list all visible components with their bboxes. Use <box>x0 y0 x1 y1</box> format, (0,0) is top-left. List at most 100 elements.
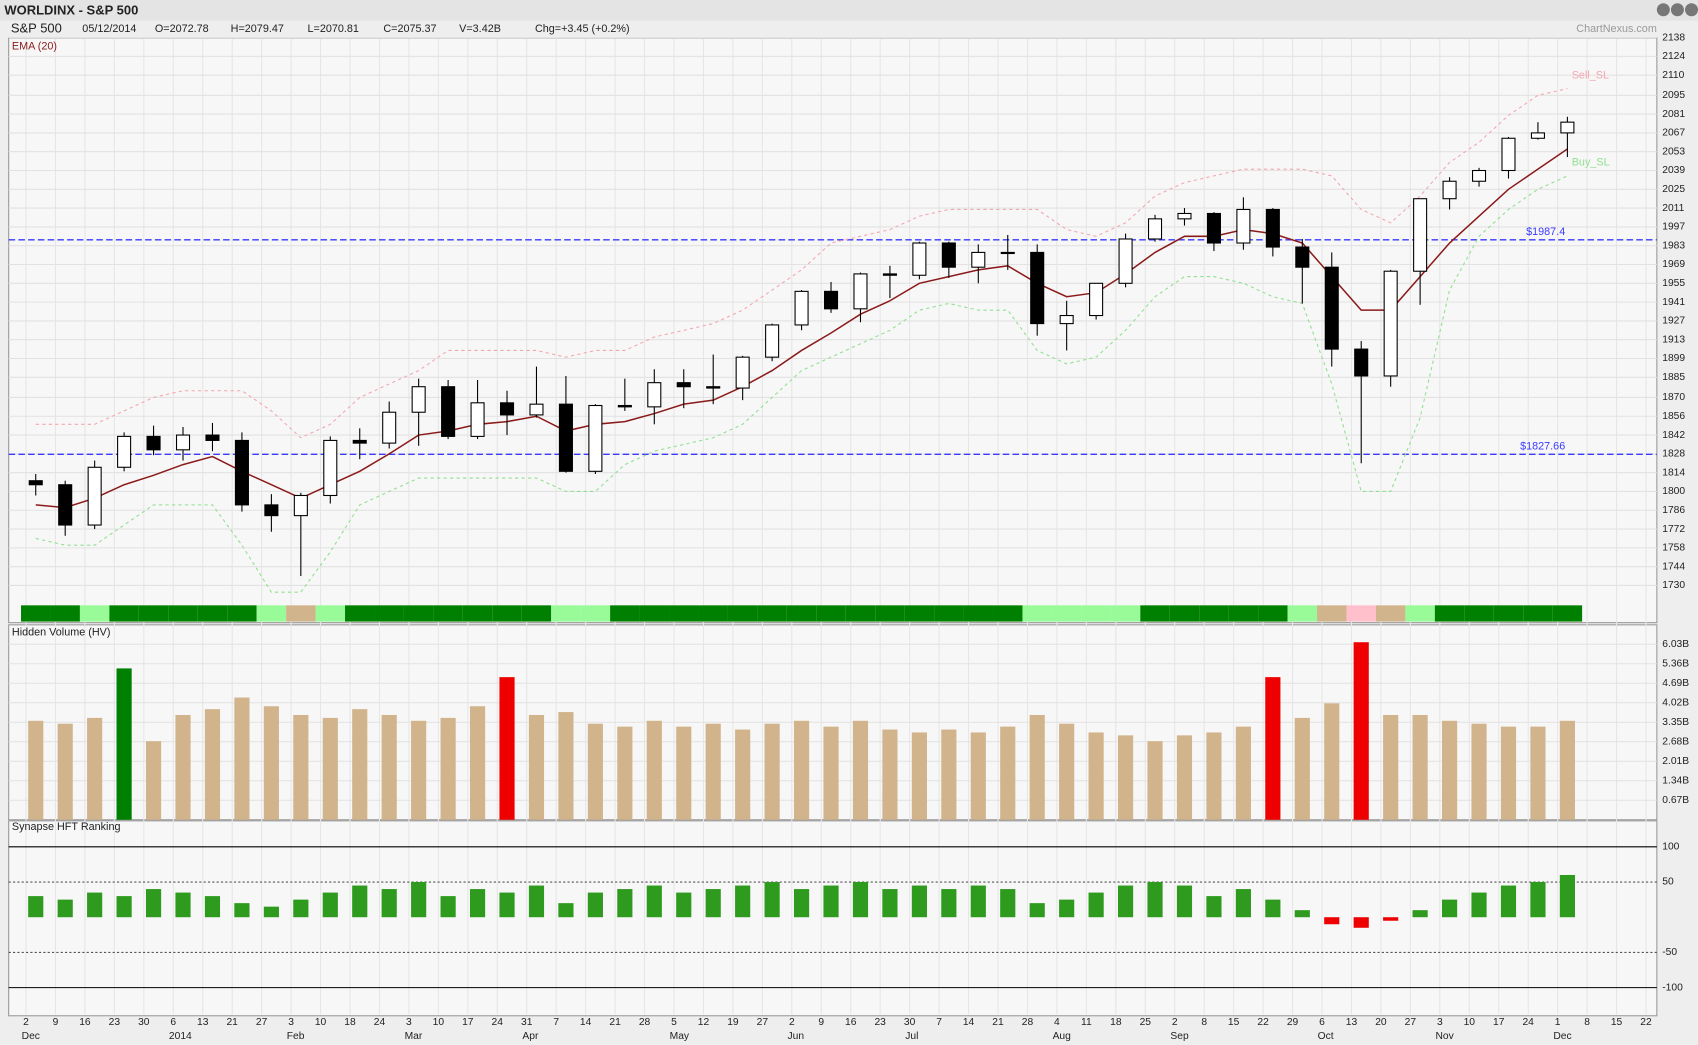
trend-cell <box>50 605 80 622</box>
candle-body <box>765 324 780 358</box>
x-tick-label: 19 <box>727 1017 739 1028</box>
x-tick-label: 7 <box>553 1017 559 1028</box>
trend-cell <box>1258 605 1288 622</box>
bar <box>1206 732 1222 820</box>
bar <box>1147 741 1163 820</box>
y-tick-label: 1814 <box>1662 467 1685 478</box>
bar <box>1324 703 1340 820</box>
bar <box>322 717 338 820</box>
y-tick-label: 4.02B <box>1662 697 1689 708</box>
trend-cell <box>433 605 463 622</box>
bar <box>676 726 692 820</box>
change: Chg=+3.45 (+0.2%) <box>535 23 630 35</box>
trend-cell <box>462 605 493 622</box>
maximize-button[interactable] <box>1670 3 1684 17</box>
y-tick-label: 1899 <box>1662 353 1685 364</box>
candle-body <box>1560 121 1575 134</box>
x-tick-label: 30 <box>904 1017 916 1028</box>
candle-body <box>28 480 43 486</box>
x-tick-label: 8 <box>1201 1017 1207 1028</box>
y-tick-label: 1800 <box>1662 486 1685 497</box>
bar <box>1530 882 1546 918</box>
series-label: Buy_SL <box>1572 157 1610 169</box>
bar <box>1294 717 1310 820</box>
candle-body <box>1000 251 1015 255</box>
month-label: Oct <box>1318 1031 1334 1042</box>
bar <box>528 714 545 820</box>
trend-cell <box>1434 605 1465 622</box>
month-label: Nov <box>1435 1031 1454 1042</box>
y-tick-label: -50 <box>1662 947 1677 958</box>
bar <box>116 896 132 918</box>
y-tick-label: 1842 <box>1662 430 1685 441</box>
x-tick-label: 4 <box>1054 1017 1060 1028</box>
y-tick-label: 2138 <box>1662 32 1685 43</box>
bar <box>381 889 397 918</box>
candle-body <box>823 290 839 310</box>
y-tick-label: 50 <box>1662 877 1674 888</box>
bar <box>852 720 869 820</box>
level-label: $1987.4 <box>1526 226 1565 238</box>
bar <box>381 714 397 820</box>
x-tick-label: 14 <box>963 1017 975 1028</box>
candle-body <box>1118 238 1133 284</box>
x-tick-label: 30 <box>138 1017 150 1028</box>
trend-cell <box>610 605 640 622</box>
y-tick-label: 1969 <box>1662 259 1685 270</box>
indicator-line <box>35 148 1568 509</box>
x-tick-label: 13 <box>197 1017 209 1028</box>
month-label: Apr <box>522 1031 539 1042</box>
bar <box>1088 892 1104 918</box>
bar <box>705 889 721 918</box>
close-button[interactable] <box>1685 3 1698 17</box>
candle-body <box>617 404 632 408</box>
bar <box>1353 917 1369 928</box>
hft-panel <box>8 820 1658 1017</box>
candle-body <box>470 402 485 437</box>
bar <box>145 741 162 820</box>
bar <box>1324 917 1340 925</box>
bar <box>1265 677 1281 820</box>
trend-cell <box>1405 605 1435 622</box>
title-bar <box>0 0 1698 21</box>
bar <box>823 885 839 918</box>
minimize-button[interactable] <box>1656 3 1670 17</box>
bar <box>352 709 368 820</box>
bar <box>911 732 927 820</box>
y-tick-label: 2110 <box>1662 70 1684 81</box>
y-tick-label: 2011 <box>1662 203 1684 214</box>
x-tick-label: 7 <box>936 1017 942 1028</box>
candle-body <box>1236 208 1251 244</box>
x-tick-label: 27 <box>256 1017 268 1028</box>
series-label: Sell_SL <box>1572 69 1609 81</box>
trend-cell <box>993 605 1023 622</box>
bar <box>116 668 132 820</box>
low: L=2070.81 <box>308 23 359 35</box>
candle-body <box>1147 218 1163 240</box>
bar <box>1412 910 1428 918</box>
bar <box>145 889 162 918</box>
candle-body <box>411 386 426 413</box>
y-tick-label: 2039 <box>1662 165 1685 176</box>
ema-label: EMA (20) <box>12 40 57 52</box>
bar <box>263 906 279 918</box>
candle-body <box>1177 212 1192 220</box>
trend-cell <box>315 605 346 622</box>
candle-body <box>1501 137 1516 172</box>
x-tick-label: 21 <box>992 1017 1004 1028</box>
bar <box>735 729 751 820</box>
y-tick-label: 1870 <box>1662 392 1685 403</box>
candle-body <box>58 484 73 526</box>
bar <box>204 709 221 820</box>
trend-cell <box>1346 605 1376 622</box>
bar <box>617 889 633 918</box>
month-label: Dec <box>1553 1031 1571 1042</box>
brand: ChartNexus.com <box>1576 23 1657 35</box>
bar <box>1176 885 1193 918</box>
trend-cell <box>875 605 905 622</box>
open: O=2072.78 <box>155 23 209 35</box>
trend-cell <box>374 605 404 622</box>
x-tick-label: 10 <box>433 1017 445 1028</box>
bar <box>1294 910 1310 918</box>
bar <box>1559 720 1575 820</box>
